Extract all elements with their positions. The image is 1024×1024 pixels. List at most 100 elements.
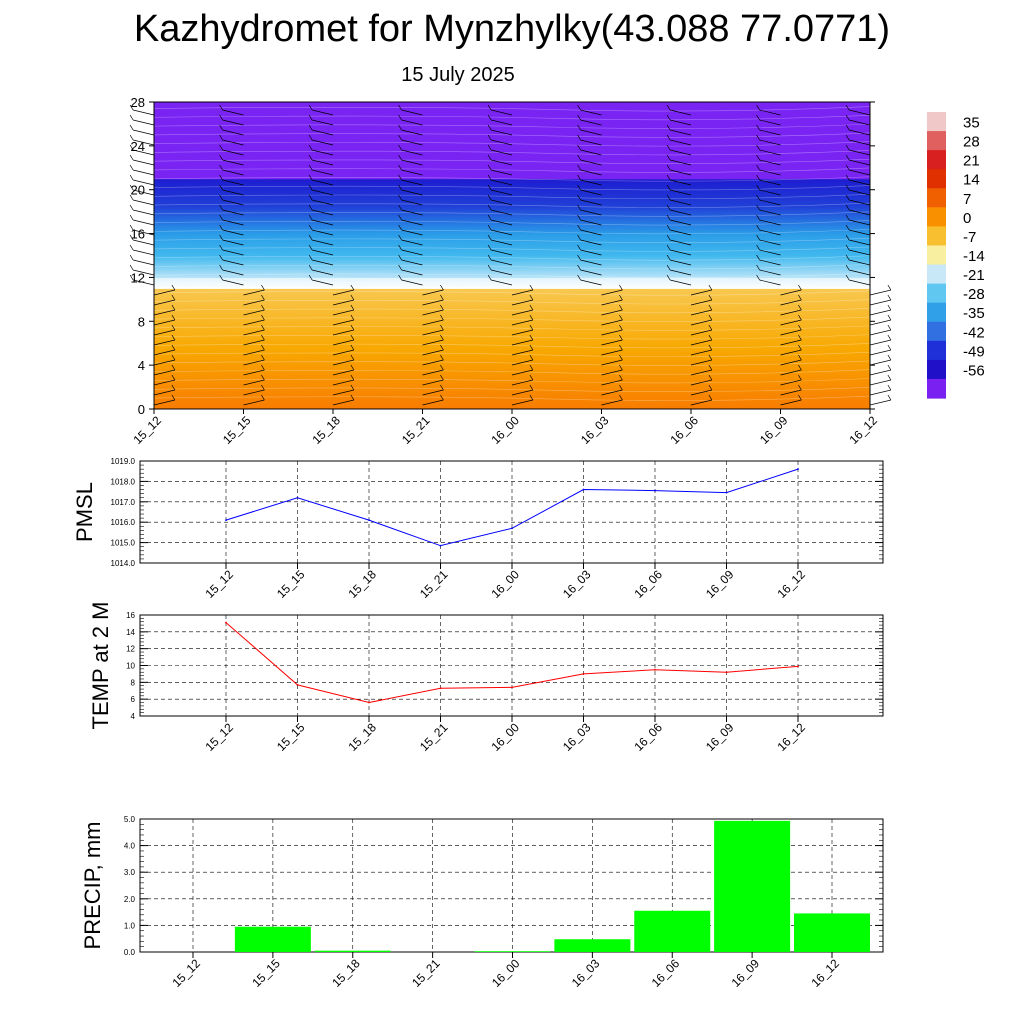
wind-barb bbox=[222, 269, 244, 276]
wind-barb-feather bbox=[756, 104, 760, 111]
wind-barb bbox=[491, 179, 513, 186]
wind-barb-feather bbox=[219, 264, 223, 271]
wind-barb-feather bbox=[350, 354, 355, 361]
wind-barb bbox=[869, 339, 891, 346]
wind-barb-feather bbox=[398, 264, 402, 271]
colorbar-label: 7 bbox=[963, 191, 971, 208]
wind-barb-feather bbox=[440, 394, 444, 401]
wind-barb-feather bbox=[529, 344, 534, 351]
x-tick-label: 15_21 bbox=[417, 567, 451, 601]
contour-line bbox=[153, 123, 871, 129]
wind-barb bbox=[759, 139, 781, 146]
wind-barb-feather bbox=[887, 364, 892, 371]
wind-barb-feather bbox=[398, 174, 402, 181]
contour-line bbox=[153, 150, 871, 156]
wind-barb-feather bbox=[308, 154, 313, 161]
wind-barb-feather bbox=[845, 264, 850, 271]
wind-barb-feather bbox=[171, 354, 176, 361]
wind-barb bbox=[759, 199, 781, 206]
y-tick-label: 2.0 bbox=[124, 895, 136, 904]
wind-barb bbox=[401, 249, 423, 256]
wind-barb bbox=[401, 169, 423, 176]
wind-barb-feather bbox=[398, 134, 402, 141]
wind-barb bbox=[869, 389, 891, 396]
data-point bbox=[439, 544, 442, 547]
wind-barb-feather bbox=[350, 314, 355, 321]
wind-barb bbox=[780, 329, 802, 336]
contour-line bbox=[153, 334, 871, 340]
data-point bbox=[296, 683, 299, 686]
y-tick-label: 1014.0 bbox=[111, 559, 136, 568]
wind-barb bbox=[332, 289, 354, 296]
y-tick-label: 4.0 bbox=[124, 842, 136, 851]
wind-barb bbox=[580, 249, 602, 256]
heat-band bbox=[154, 233, 870, 278]
wind-barb-feather bbox=[798, 294, 802, 301]
contour-line bbox=[153, 343, 871, 349]
wind-barb-feather bbox=[487, 154, 492, 161]
wind-barb-feather bbox=[666, 174, 671, 181]
contour-line bbox=[153, 193, 871, 200]
wind-barb-feather bbox=[577, 214, 581, 221]
wind-barb-feather bbox=[261, 374, 265, 381]
wind-barb-feather bbox=[798, 304, 802, 311]
wind-barb-feather bbox=[887, 334, 892, 341]
wind-barb-feather bbox=[577, 124, 581, 131]
wind-barb-feather bbox=[308, 254, 313, 261]
colorbar-swatch bbox=[927, 264, 946, 285]
wind-barb-feather bbox=[350, 374, 355, 381]
wind-barb-feather bbox=[666, 204, 671, 211]
wind-barb-feather bbox=[666, 214, 671, 221]
contour-line bbox=[153, 360, 871, 366]
wind-barb bbox=[422, 379, 444, 386]
wind-barb bbox=[332, 329, 354, 336]
wind-barb-feather bbox=[619, 334, 623, 341]
wind-barb-feather bbox=[308, 144, 313, 151]
wind-barb bbox=[690, 389, 712, 396]
wind-barb bbox=[580, 159, 602, 166]
colorbar-swatch bbox=[927, 188, 946, 208]
y-tick-label: 8 bbox=[131, 678, 136, 687]
wind-barb bbox=[312, 189, 334, 196]
x-tick-label: 16_09 bbox=[757, 413, 791, 447]
wind-barb bbox=[511, 399, 533, 406]
wind-barb bbox=[869, 359, 891, 366]
wind-barb bbox=[869, 319, 891, 326]
wind-barb bbox=[422, 319, 444, 326]
wind-barb bbox=[690, 329, 712, 336]
wind-barb bbox=[580, 109, 602, 116]
contour-line bbox=[153, 290, 871, 296]
wind-barb-feather bbox=[708, 324, 713, 331]
wind-barb bbox=[332, 309, 354, 316]
wind-barb bbox=[243, 339, 265, 346]
y-tick-label: 16 bbox=[131, 227, 145, 242]
wind-barb-feather bbox=[308, 224, 313, 231]
wind-barb-feather bbox=[171, 284, 176, 291]
wind-barb bbox=[491, 159, 513, 166]
contour-line bbox=[153, 229, 871, 235]
wind-barb bbox=[780, 379, 802, 386]
wind-barb-feather bbox=[219, 154, 223, 161]
wind-barb-feather bbox=[577, 254, 581, 261]
wind-barb-feather bbox=[619, 354, 623, 361]
colorbar-label: -7 bbox=[963, 229, 976, 246]
wind-barb bbox=[312, 279, 334, 286]
wind-barb bbox=[222, 249, 244, 256]
wind-barb bbox=[580, 279, 602, 286]
wind-barb bbox=[780, 359, 802, 366]
precip-bar bbox=[714, 820, 791, 952]
wind-barb-feather bbox=[398, 254, 402, 261]
wind-barb-feather bbox=[398, 164, 402, 171]
wind-barb-feather bbox=[219, 174, 223, 181]
wind-barb bbox=[332, 389, 354, 396]
wind-barb bbox=[690, 319, 712, 326]
wind-barb-feather bbox=[666, 134, 671, 141]
wind-barb bbox=[690, 399, 712, 406]
wind-barb-feather bbox=[350, 324, 355, 331]
wind-barb bbox=[222, 229, 244, 236]
wind-barb bbox=[849, 279, 871, 286]
wind-barb-feather bbox=[487, 264, 492, 271]
wind-barb-feather bbox=[845, 124, 850, 131]
wind-barb bbox=[133, 189, 155, 196]
cross-section-panel: 0 4 8 12 16 20 24 28 15_12 15_15 15_18 15_21 16_00 16… bbox=[129, 95, 892, 447]
